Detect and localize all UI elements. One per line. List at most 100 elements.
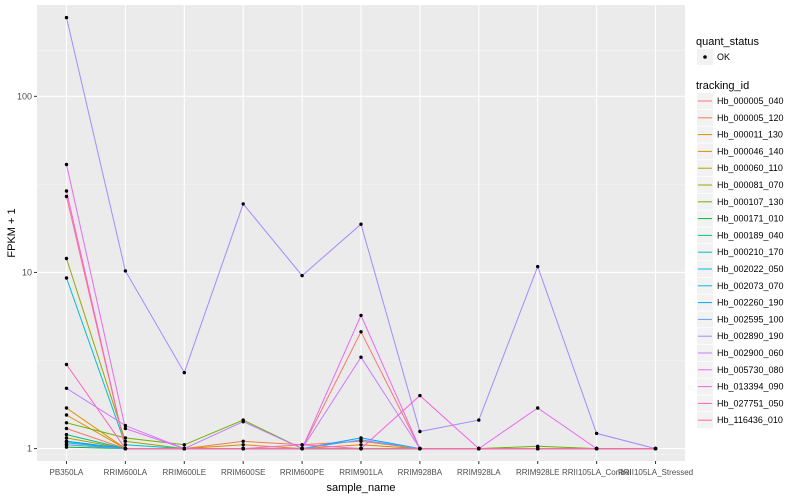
x-tick-label: RRIM600SE <box>221 468 265 477</box>
data-point <box>64 439 69 443</box>
grid-lines <box>37 5 685 461</box>
x-axis-title: sample_name <box>326 482 395 494</box>
legend-series-label: Hb_000171_010 <box>717 214 784 224</box>
x-tick-label: RRIM901LA <box>339 468 383 477</box>
data-point <box>241 439 245 443</box>
x-axis: PB350LA RRIM600LA RRIM600LE RRIM600SE RRIM60… <box>50 461 693 477</box>
data-point <box>359 438 363 442</box>
legend-series-label: Hb_000011_130 <box>717 130 783 140</box>
legend-series-label: Hb_002900_060 <box>717 348 784 358</box>
data-point <box>123 269 128 273</box>
data-point <box>359 330 363 334</box>
legend-series-label: Hb_000046_140 <box>717 146 784 156</box>
data-point <box>123 423 128 428</box>
legend-series-label: Hb_000189_040 <box>717 230 784 240</box>
y-tick-label: 100 <box>17 91 32 101</box>
y-axis-title: FPKM + 1 <box>6 208 18 257</box>
data-point <box>418 429 422 434</box>
data-point <box>123 439 128 443</box>
data-point <box>536 264 540 269</box>
data-points <box>64 15 658 451</box>
legend-series-label: Hb_005730_080 <box>717 365 784 375</box>
data-point <box>241 202 245 206</box>
data-point <box>182 446 186 451</box>
x-tick-label: RRII105LA_Stressed <box>618 468 693 477</box>
legend-title-tracking-id: tracking_id <box>696 80 749 92</box>
data-point <box>300 443 304 447</box>
legend-series-label: Hb_000107_130 <box>717 197 784 207</box>
data-point <box>123 443 128 447</box>
data-point <box>64 406 69 410</box>
data-point <box>64 421 69 425</box>
legend-series-label: Hb_002890_190 <box>717 331 784 341</box>
data-point <box>359 313 363 318</box>
data-point <box>653 446 658 451</box>
data-point <box>182 443 186 447</box>
data-point <box>241 443 245 447</box>
y-tick-label: 1 <box>27 444 32 454</box>
data-point <box>64 432 69 437</box>
data-point <box>536 446 540 451</box>
data-point <box>64 162 69 167</box>
legend-series-label: Hb_013394_090 <box>717 382 784 392</box>
data-point <box>64 194 69 199</box>
x-tick-label: RRII105LA_Control <box>562 468 632 477</box>
legend-series-label: Hb_000060_110 <box>717 163 783 173</box>
legend-series-label: Hb_000081_070 <box>717 180 784 190</box>
x-tick-label: RRIM600LA <box>104 468 148 477</box>
legend-tracking-id-items: Hb_000005_040 Hb_000005_120 Hb_000011_130 H… <box>697 93 784 429</box>
data-point <box>182 370 186 375</box>
data-point <box>64 443 69 447</box>
data-point <box>300 273 304 278</box>
legend-point-key <box>703 55 707 59</box>
legend-series-label: Hb_002022_050 <box>717 264 784 274</box>
legend-series-label: Hb_116436_010 <box>717 415 783 425</box>
y-axis: 1 10 100 <box>17 91 37 454</box>
data-point <box>359 446 363 451</box>
data-point <box>241 446 245 451</box>
data-point <box>64 426 69 431</box>
legend: quant_status OK tracking_id Hb_000005_04… <box>696 36 784 429</box>
y-tick-label: 10 <box>22 267 32 277</box>
legend-series-label: Hb_002073_070 <box>717 281 784 291</box>
data-point <box>359 443 363 447</box>
legend-series-label: Hb_002595_100 <box>717 314 784 324</box>
legend-series-label: Hb_002260_190 <box>717 298 784 308</box>
legend-title-quant-status: quant_status <box>696 36 759 48</box>
data-point <box>123 436 128 440</box>
data-point <box>241 420 245 424</box>
x-tick-label: RRIM600PE <box>280 468 324 477</box>
x-tick-label: RRIM928BA <box>398 468 443 477</box>
legend-quant-status-items: OK <box>697 49 730 65</box>
data-point <box>64 189 69 193</box>
data-point <box>536 406 540 410</box>
legend-series-label: Hb_027751_050 <box>717 398 784 408</box>
legend-point-label: OK <box>717 52 730 62</box>
legend-series-label: Hb_000005_040 <box>717 96 784 106</box>
x-tick-label: RRIM600LE <box>162 468 206 477</box>
data-point <box>64 15 69 20</box>
data-point <box>594 431 599 436</box>
data-point <box>64 436 69 440</box>
data-point <box>300 446 304 451</box>
data-point <box>477 446 481 451</box>
legend-series-label: Hb_000210_170 <box>717 247 784 257</box>
data-point <box>477 418 481 422</box>
x-tick-label: RRIM928LE <box>516 468 560 477</box>
data-point <box>64 256 69 261</box>
data-point <box>359 355 363 359</box>
data-point <box>123 426 128 431</box>
data-point <box>123 446 128 451</box>
data-point <box>64 386 69 390</box>
data-point <box>64 276 69 280</box>
x-tick-label: PB350LA <box>50 468 84 477</box>
data-point <box>359 222 363 226</box>
data-point <box>64 362 69 367</box>
legend-series-label: Hb_000005_120 <box>717 113 784 123</box>
data-point <box>594 446 599 451</box>
x-tick-label: RRIM928LA <box>457 468 501 477</box>
data-point <box>418 446 422 451</box>
data-point <box>418 393 422 398</box>
data-point <box>64 413 69 417</box>
